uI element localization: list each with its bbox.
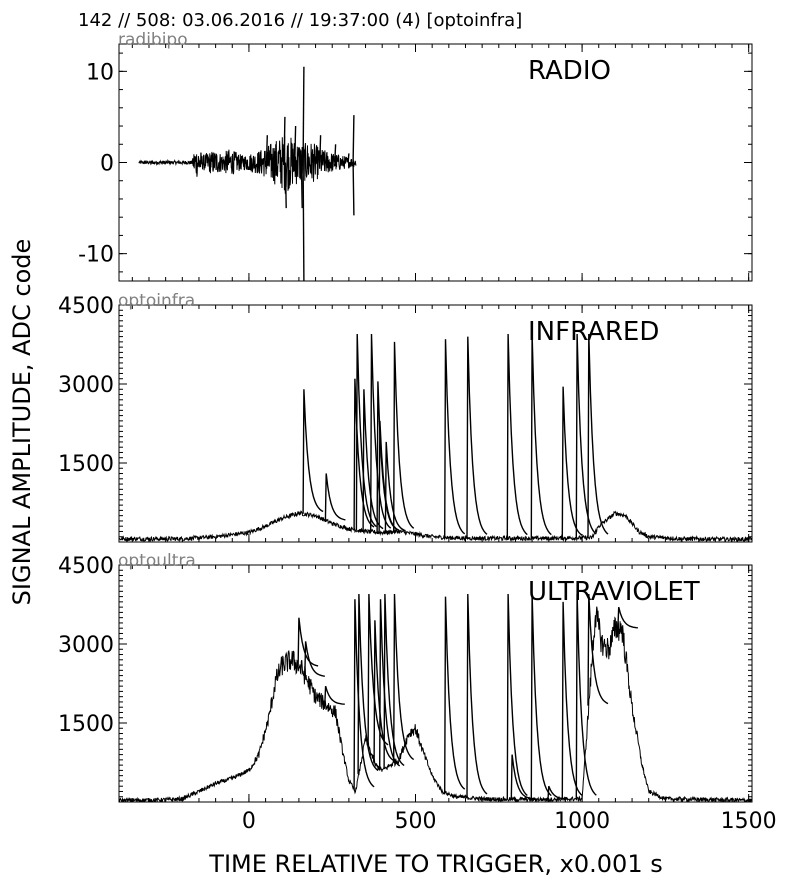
ultraviolet-spike-11 <box>466 593 488 798</box>
ultraviolet-spike-1 <box>304 641 325 677</box>
radio-spike-2 <box>300 162 303 209</box>
radio-spike-3 <box>283 116 286 163</box>
radio-spike-9 <box>347 153 350 163</box>
figure-title: 142 // 508: 03.06.2016 // 19:37:00 (4) [… <box>78 10 522 31</box>
y-axis-label: SIGNAL AMPLITUDE, ADC code <box>8 239 36 606</box>
infrared-spike-10 <box>444 339 466 538</box>
radio-trace <box>138 135 357 194</box>
ultraviolet-spike-12 <box>506 593 528 800</box>
ultraviolet-spike-7 <box>379 599 401 770</box>
ultraviolet-spike-9 <box>393 593 415 763</box>
ultraviolet-spike-19 <box>617 606 638 629</box>
ultraviolet-spike-15 <box>547 785 569 800</box>
infrared-channel-label: optoinfra <box>118 291 195 311</box>
x-tick-label: 1000 <box>554 809 610 834</box>
infrared-spike-3 <box>355 333 377 531</box>
infrared-y-tick-label: 1500 <box>58 452 114 477</box>
infrared-spike-15 <box>575 333 597 538</box>
infrared-y-tick-label: 4500 <box>58 294 114 319</box>
radio-spike-0 <box>302 66 305 163</box>
infrared-y-tick-label: 3000 <box>58 373 114 398</box>
infrared-spike-8 <box>384 441 406 533</box>
ultraviolet-panel-label: ULTRAVIOLET <box>528 577 700 607</box>
radio-y-tick-label: 10 <box>86 60 114 85</box>
infrared-spike-9 <box>393 341 415 532</box>
ultraviolet-spike-0 <box>297 617 319 667</box>
x-tick-label: 1500 <box>721 809 777 834</box>
ultraviolet-y-tick-label: 3000 <box>58 633 114 658</box>
radio-spike-4 <box>284 162 287 209</box>
infrared-spike-16 <box>587 333 609 538</box>
radio-spike-7 <box>319 135 322 163</box>
infrared-spike-1 <box>324 473 346 521</box>
infrared-spike-13 <box>530 333 552 539</box>
ultraviolet-frame <box>118 564 753 803</box>
ultraviolet-spike-17 <box>575 593 597 799</box>
radio-spike-11 <box>352 162 355 216</box>
ultraviolet-spike-10 <box>444 596 466 793</box>
ultraviolet-channel-label: optoultra <box>118 551 196 571</box>
infrared-spike-0 <box>302 389 324 514</box>
radio-y-tick-label: 0 <box>100 152 114 177</box>
infrared-spike-5 <box>370 333 392 532</box>
radio-spike-6 <box>294 125 297 163</box>
ultraviolet-spike-2 <box>324 685 345 705</box>
ultraviolet-spike-16 <box>561 601 583 800</box>
ultraviolet-spike-3 <box>353 599 375 791</box>
x-tick-label: 500 <box>395 809 437 834</box>
radio-spike-8 <box>334 144 337 163</box>
x-axis-label: TIME RELATIVE TO TRIGGER, x0.001 s <box>208 850 662 878</box>
ultraviolet-y-tick-label: 4500 <box>58 554 114 579</box>
infrared-spike-12 <box>506 333 528 539</box>
x-tick-label: 0 <box>242 809 256 834</box>
infrared-frame <box>118 304 753 543</box>
panel-ultraviolet: 1500 3000 4500 0 500 1000 1500 optoultra ULTRAVI… <box>58 551 777 834</box>
radio-spike-1 <box>302 162 305 281</box>
radio-spike-5 <box>265 135 268 163</box>
infrared-trace <box>119 510 752 542</box>
panel-infrared: 1500 3000 4500 optoinfra INFRARED <box>58 291 753 543</box>
infrared-spike-7 <box>378 420 400 533</box>
ultraviolet-y-tick-label: 1500 <box>58 712 114 737</box>
infrared-panel-label: INFRARED <box>528 317 659 347</box>
ultraviolet-trace <box>119 606 752 802</box>
radio-panel-label: RADIO <box>528 56 611 86</box>
infrared-spike-14 <box>561 386 583 539</box>
radio-channel-label: radibipo <box>118 30 188 50</box>
ultraviolet-spike-18 <box>587 593 609 706</box>
radio-spike-10 <box>352 115 355 163</box>
infrared-spike-11 <box>466 336 488 539</box>
ultraviolet-spike-14 <box>530 593 552 800</box>
radio-y-tick-label: -10 <box>78 243 114 268</box>
ultraviolet-spike-13 <box>510 754 532 800</box>
